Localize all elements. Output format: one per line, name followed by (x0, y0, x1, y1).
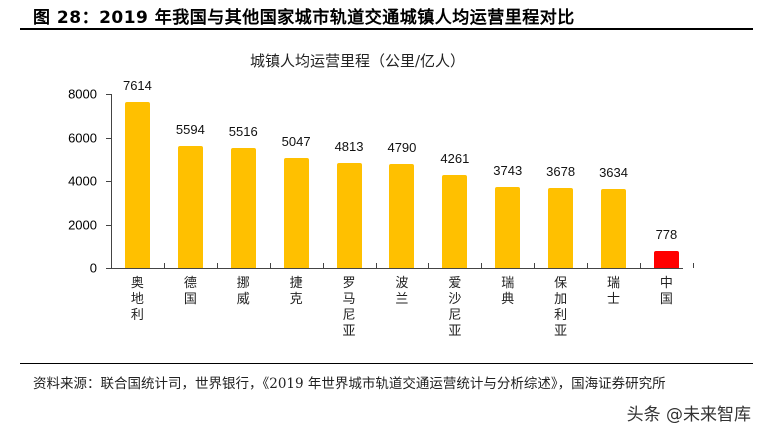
y-tick-label: 2000 (68, 217, 97, 232)
bar (389, 163, 415, 268)
x-axis (111, 268, 683, 269)
y-tick (106, 224, 111, 226)
bar (124, 102, 150, 268)
bar (336, 163, 362, 268)
y-tick-label: 4000 (68, 173, 97, 189)
bar (548, 188, 574, 268)
bar-value-label: 4790 (387, 139, 417, 155)
x-tick (640, 263, 641, 268)
category-label: 爱沙尼亚 (448, 276, 462, 339)
y-tick (106, 94, 111, 95)
y-tick (106, 268, 111, 269)
bar-value-label: 5594 (175, 122, 205, 138)
bar (495, 186, 521, 268)
figure-title: 图 28：2019 年我国与其他国家城市轨道交通城镇人均运营里程对比 (33, 8, 575, 28)
bar (442, 175, 468, 268)
x-tick (375, 263, 377, 268)
category-label: 罗马尼亚 (342, 276, 356, 339)
x-tick (269, 263, 271, 268)
category-label: 中国 (659, 276, 673, 307)
bar-value-label: 3634 (599, 164, 628, 180)
bar (283, 158, 309, 268)
x-tick (587, 263, 589, 268)
bar (653, 251, 679, 268)
category-label: 瑞典 (501, 276, 515, 307)
bar-value-label: 4261 (440, 151, 470, 167)
x-tick (481, 263, 483, 268)
source-divider (20, 363, 753, 364)
y-tick-label: 8000 (68, 86, 97, 102)
bar (177, 146, 203, 268)
bar-value-label: 4813 (334, 139, 364, 155)
watermark: 头条 @未来智库 (626, 405, 751, 425)
y-tick-label: 6000 (68, 130, 97, 145)
x-tick (428, 263, 430, 268)
bar-chart: 0 2000 4000 6000 8000 7614 奥地利 5594 德国 5516 挪威 5047… (68, 78, 694, 339)
x-tick (163, 263, 165, 268)
bar-value-label: 778 (655, 227, 678, 243)
x-tick (111, 263, 112, 268)
chart-title: 城镇人均运营里程（公里/亿人） (250, 52, 466, 70)
bar-value-label: 3743 (493, 162, 523, 178)
bar-value-label: 5047 (281, 134, 311, 150)
source-note: 资料来源：联合国统计司，世界银行，《2019 年世界城市轨道交通运营统计与分析综… (33, 376, 666, 392)
category-label: 德国 (183, 276, 197, 307)
bar-value-label: 3678 (546, 164, 576, 179)
bar-value-label: 5516 (228, 124, 258, 140)
y-tick-label: 0 (89, 260, 97, 276)
y-tick (106, 137, 111, 139)
x-tick (216, 263, 218, 268)
y-tick (106, 181, 111, 182)
title-divider (20, 28, 753, 30)
category-label: 瑞士 (607, 276, 621, 307)
y-axis (111, 94, 112, 269)
x-tick (692, 263, 694, 268)
bar (230, 148, 256, 268)
category-label: 波兰 (395, 276, 409, 307)
x-tick (322, 263, 324, 268)
category-label: 挪威 (236, 276, 250, 307)
category-label: 捷克 (289, 276, 303, 307)
category-label: 保加利亚 (554, 276, 568, 339)
bar-value-label: 7614 (122, 78, 152, 94)
x-tick (534, 263, 536, 268)
bar (601, 188, 627, 268)
category-label: 奥地利 (130, 276, 144, 323)
